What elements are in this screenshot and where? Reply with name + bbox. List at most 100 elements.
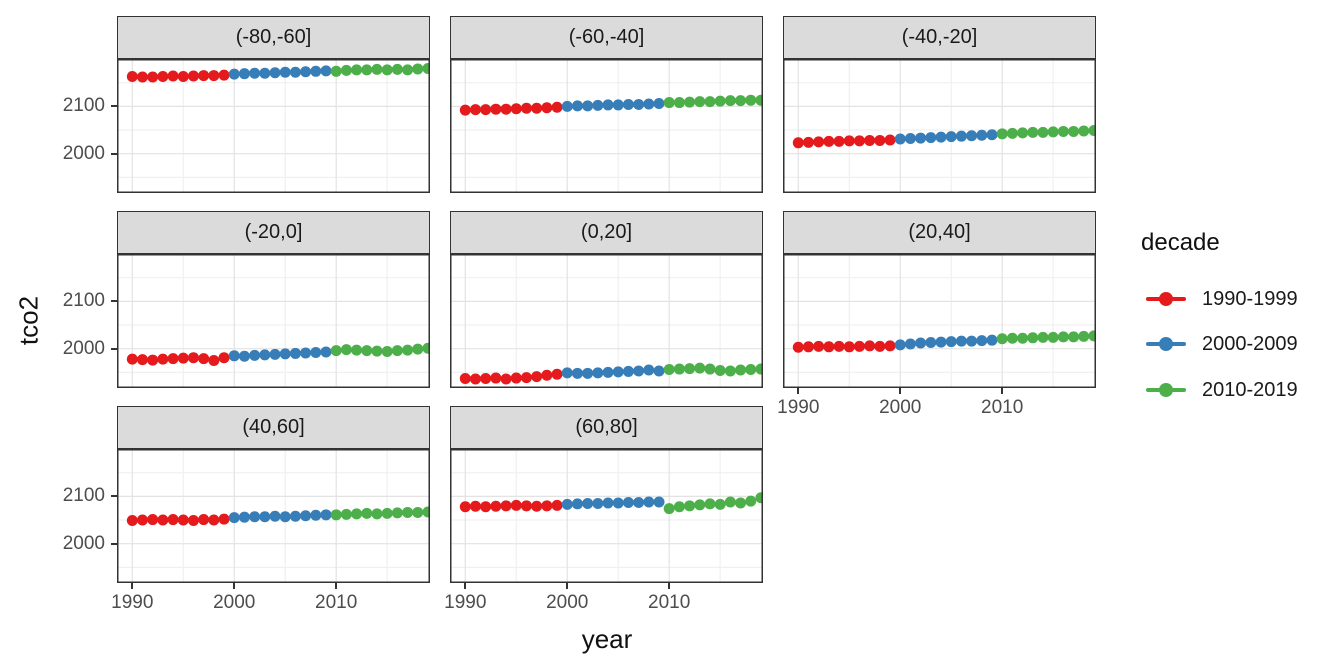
data-point [259,511,271,523]
data-point [351,344,363,356]
panel-border [450,59,763,193]
panel-border [117,254,430,388]
data-point [735,497,747,509]
data-point [582,100,594,112]
data-point [633,365,645,377]
legend-title: decade [1141,229,1220,256]
data-point [602,99,614,111]
data-point [602,497,614,509]
data-point [633,98,645,110]
panel-border [450,254,763,388]
data-point [653,365,665,377]
data-point [755,492,763,504]
data-point [371,63,383,75]
data-point [755,94,763,106]
data-point [802,136,814,148]
data-point [480,373,492,385]
data-point [622,497,634,509]
data-point [976,335,988,347]
data-point [177,71,189,83]
x-tick-mark [668,583,671,589]
facet-label: (0,20] [580,221,633,243]
data-point [823,341,835,353]
data-point [582,367,594,379]
data-point [218,513,230,525]
data-point [402,506,414,518]
legend-entry-label: 2010-2019 [1202,378,1298,401]
data-point [684,500,696,512]
data-point [673,501,685,513]
data-point [945,336,957,348]
data-point [422,62,430,74]
facet-strip: (20,40] [783,211,1096,254]
data-point [904,133,916,145]
data-point [320,509,332,521]
data-point [340,508,352,520]
data-point [187,514,199,526]
data-point [843,341,855,353]
data-point [813,136,825,148]
data-point [228,68,240,80]
data-point [915,132,927,144]
data-point [459,501,471,513]
facet-strip: (-40,-20] [783,16,1096,59]
data-point [622,98,634,110]
facet-label: (40,60] [242,416,305,438]
data-point [147,71,159,83]
facet-label: (-60,-40] [568,26,645,48]
data-point [724,365,736,377]
data-point [520,102,532,114]
data-point [745,94,757,106]
data-point [371,508,383,520]
facet-panel [783,254,1096,388]
facet-label: (-20,0] [244,221,303,243]
data-point [1006,332,1018,344]
data-point [823,135,835,147]
data-point [381,507,393,519]
facet-strip: (-20,0] [117,211,430,254]
data-point [289,347,301,359]
data-point [745,364,757,376]
data-point [643,364,655,376]
legend-entry: 1990-1999 [1146,286,1298,312]
data-point [663,503,675,515]
data-point [945,131,957,143]
data-point [571,367,583,379]
data-point [694,499,706,511]
data-point [986,334,998,346]
data-point [915,337,927,349]
data-point [510,372,522,384]
data-point [735,364,747,376]
data-point [955,130,967,142]
data-point [1017,332,1029,344]
x-axis-title: year [581,624,633,654]
facet-label: (-40,-20] [901,26,978,48]
y-tick-label: 2100 [62,95,105,117]
data-point [412,343,424,355]
panel-background [450,59,763,193]
panel-background [117,254,430,388]
data-point [136,514,148,526]
data-point [1047,126,1059,138]
data-point [592,99,604,111]
data-point [198,514,210,526]
x-tick-label: 2010 [315,592,358,613]
data-point [894,339,906,351]
data-point [1047,331,1059,343]
panel-border [117,59,430,193]
data-point [1068,331,1080,343]
data-point [551,499,563,511]
y-tick-mark [111,347,117,350]
data-point [612,366,624,378]
data-point [238,350,250,362]
data-point [218,69,230,81]
facet-strip: (60,80] [450,406,763,449]
legend-key-icon [1146,377,1186,403]
data-point [531,102,543,114]
data-point [653,496,665,508]
legend-entry: 2010-2019 [1146,377,1298,403]
data-point [561,498,573,510]
facet-panel [450,59,763,193]
data-point [500,373,512,385]
data-point [167,70,179,82]
